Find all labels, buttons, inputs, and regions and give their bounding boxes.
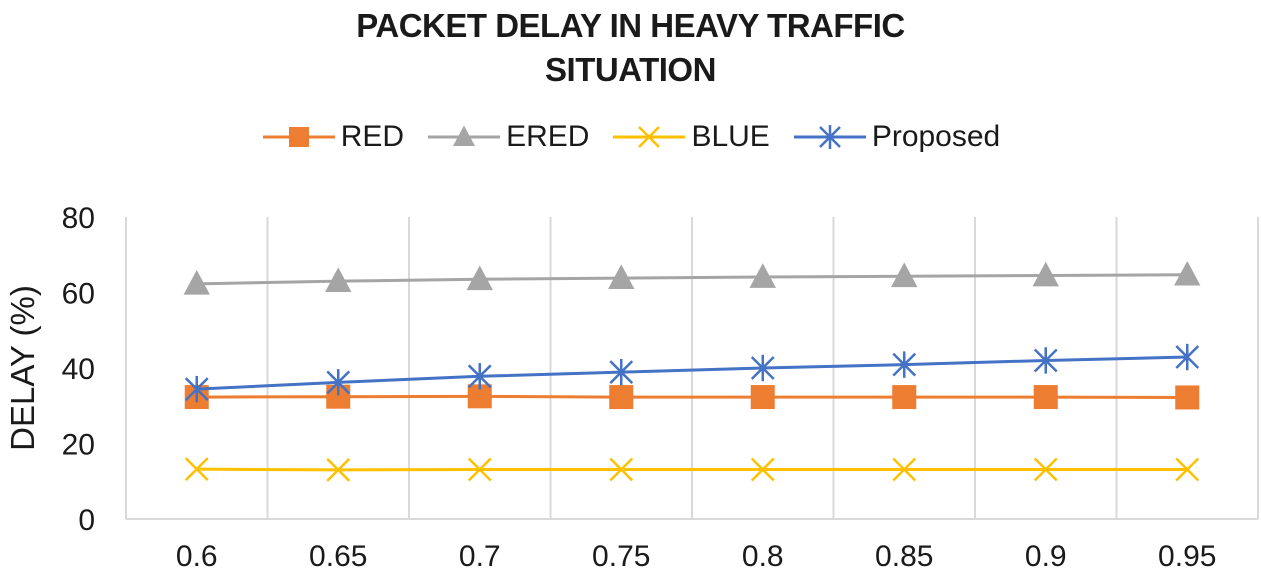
- x-marker-icon: [892, 457, 917, 482]
- triangle-legend-icon: [428, 125, 501, 146]
- x-tick-label: 0.7: [459, 540, 501, 573]
- x-tick-label: 0.6: [176, 540, 218, 573]
- series-blue: [184, 457, 1200, 482]
- square-marker-icon: [892, 385, 917, 410]
- triangle-marker-icon: [466, 265, 493, 291]
- y-axis-label: DELAY (%): [4, 285, 41, 451]
- square-marker-icon: [288, 127, 309, 147]
- triangle-marker-icon: [1174, 260, 1201, 286]
- chart-legend: RED ERED BLUE Proposed: [0, 120, 1261, 154]
- legend-label: Proposed: [871, 120, 1001, 153]
- series-proposed: [184, 343, 1200, 403]
- y-tick-label: 0: [78, 504, 95, 537]
- x-tick-label: 0.9: [1025, 540, 1067, 573]
- x-marker-icon: [1033, 457, 1058, 482]
- legend-label: BLUE: [691, 120, 770, 153]
- x-marker-icon: [609, 457, 634, 482]
- asterisk-marker-icon: [1033, 347, 1058, 374]
- square-marker-icon: [609, 385, 634, 410]
- square-marker-icon: [1033, 385, 1058, 410]
- asterisk-legend-icon: [793, 125, 866, 149]
- x-marker-icon: [750, 457, 775, 482]
- x-tick-label: 0.8: [742, 540, 784, 573]
- asterisk-marker-icon: [750, 354, 775, 382]
- series-line: [196, 467, 1188, 472]
- square-marker-icon: [1175, 385, 1200, 410]
- x-tick-label: 0.65: [309, 540, 367, 573]
- x-tick-label: 0.95: [1158, 540, 1216, 573]
- x-legend-icon: [613, 126, 686, 148]
- asterisk-marker-icon: [467, 363, 492, 390]
- series-line: [196, 355, 1188, 391]
- x-marker-icon: [326, 458, 351, 482]
- y-tick-label: 20: [62, 429, 95, 462]
- square-legend-icon: [262, 127, 335, 147]
- x-tick-label: 0.85: [875, 540, 933, 573]
- series-red: [184, 384, 1200, 410]
- legend-item-proposed: Proposed: [792, 120, 1000, 154]
- triangle-marker-icon: [453, 125, 476, 146]
- series-line: [196, 273, 1188, 286]
- asterisk-marker-icon: [818, 125, 841, 149]
- y-tick-label: 80: [62, 202, 95, 235]
- legend-label: RED: [340, 120, 405, 153]
- y-tick-label: 60: [62, 278, 95, 311]
- triangle-marker-icon: [608, 264, 635, 289]
- series-line: [196, 394, 1188, 399]
- x-marker-icon: [184, 457, 209, 482]
- legend-item-red: RED: [261, 120, 404, 154]
- asterisk-marker-icon: [892, 351, 917, 378]
- series-ered: [183, 260, 1201, 295]
- x-tick-label: 0.75: [592, 540, 650, 573]
- triangle-marker-icon: [1032, 261, 1059, 287]
- square-marker-icon: [750, 385, 775, 410]
- triangle-marker-icon: [183, 270, 210, 295]
- legend-item-ered: ERED: [426, 120, 589, 154]
- y-tick-label: 40: [62, 353, 95, 386]
- x-marker-icon: [1175, 457, 1200, 482]
- legend-label: ERED: [506, 120, 590, 153]
- x-marker-icon: [467, 457, 492, 482]
- chart-title-line-2: SITUATION: [545, 51, 716, 88]
- legend-item-blue: BLUE: [611, 120, 770, 154]
- asterisk-marker-icon: [1175, 343, 1200, 371]
- asterisk-marker-icon: [184, 375, 209, 403]
- triangle-marker-icon: [891, 262, 918, 288]
- chart-title: PACKET DELAY IN HEAVY TRAFFIC SITUATION: [0, 4, 1261, 92]
- triangle-marker-icon: [325, 267, 352, 292]
- chart-title-line-1: PACKET DELAY IN HEAVY TRAFFIC: [356, 7, 905, 44]
- asterisk-marker-icon: [609, 358, 634, 386]
- x-marker-icon: [638, 126, 661, 148]
- asterisk-marker-icon: [326, 369, 351, 396]
- triangle-marker-icon: [749, 263, 776, 288]
